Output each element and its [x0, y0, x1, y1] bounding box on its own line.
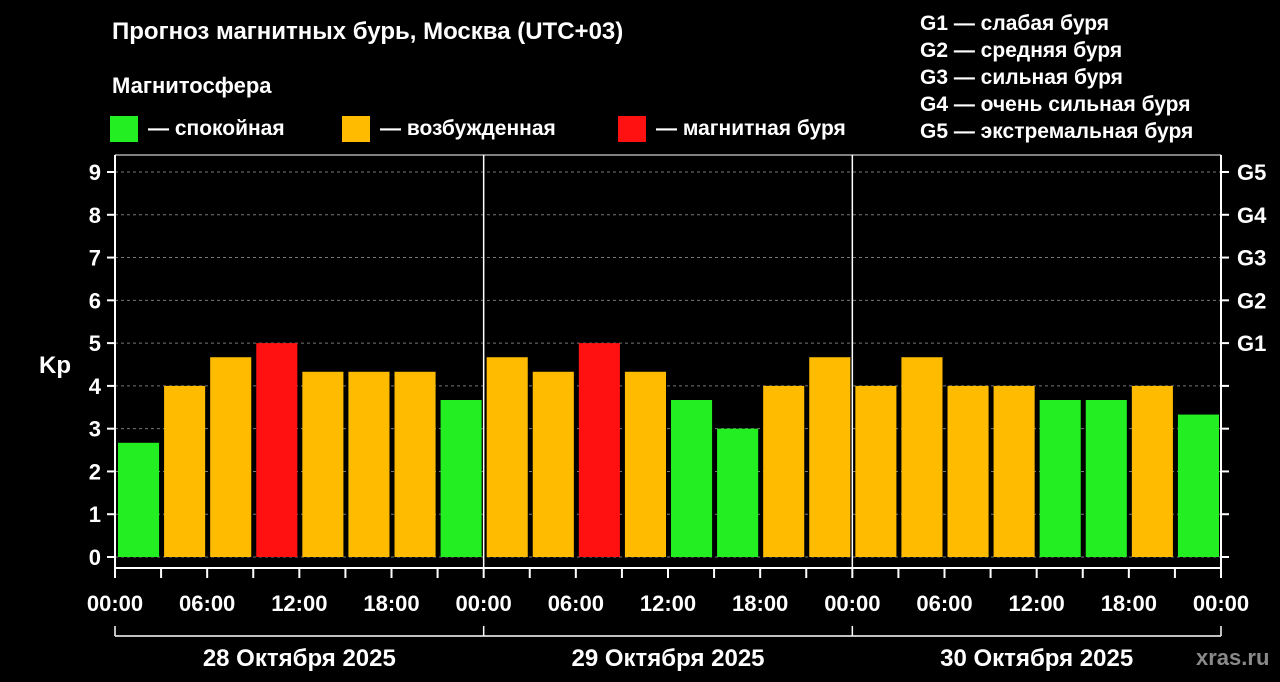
ytick-label-8: 8 [89, 203, 101, 228]
g-legend-g1: G1 — слабая буря [920, 12, 1110, 35]
gscale-label-g3: G3 [1237, 246, 1266, 271]
bar-19 [993, 385, 1035, 557]
bar-15 [809, 357, 851, 557]
xtick-label-8: 00:00 [824, 591, 880, 616]
legend-label-storm: — магнитная буря [656, 117, 846, 140]
xtick-label-7: 18:00 [732, 591, 788, 616]
bar-18 [947, 385, 989, 557]
bar-9 [532, 371, 574, 557]
day-label-0: 28 Октября 2025 [203, 645, 396, 672]
legend-item-quiet: — спокойная [110, 116, 285, 142]
xtick-label-3: 18:00 [363, 591, 419, 616]
xtick-label-4: 00:00 [456, 591, 512, 616]
xtick-label-1: 06:00 [179, 591, 235, 616]
bar-13 [717, 428, 759, 557]
bar-layer [118, 343, 1219, 557]
bar-2 [210, 357, 252, 557]
bar-7 [440, 400, 482, 557]
xtick-label-9: 06:00 [916, 591, 972, 616]
g-legend-g2: G2 — средняя буря [920, 39, 1123, 62]
chart-title: Прогноз магнитных бурь, Москва (UTC+03) [112, 18, 624, 45]
bar-21 [1085, 400, 1127, 557]
xtick-label-6: 12:00 [640, 591, 696, 616]
y-axis-label: Kp [39, 352, 71, 379]
bar-22 [1131, 385, 1173, 557]
bar-20 [1039, 400, 1081, 557]
bar-3 [256, 343, 298, 557]
bar-4 [302, 371, 344, 557]
legend-title: Магнитосфера [112, 73, 272, 98]
legend-label-active: — возбужденная [380, 117, 556, 140]
legend-swatch-active [342, 116, 370, 142]
legend-item-active: — возбужденная [342, 116, 556, 142]
bar-12 [671, 400, 713, 557]
gscale-label-g4: G4 [1237, 203, 1267, 228]
bar-6 [394, 371, 436, 557]
axis-layer: 0 1 2 3 4 5 6 7 8 9 G1 G2 G3 G4 G5 Kp 00:00 06:00 12:00 18:… [39, 154, 1267, 672]
bar-23 [1177, 414, 1219, 557]
xtick-label-5: 06:00 [548, 591, 604, 616]
ytick-label-9: 9 [89, 160, 101, 185]
ytick-label-3: 3 [89, 417, 101, 442]
g-legend-g3: G3 — сильная буря [920, 66, 1123, 89]
xtick-label-12: 00:00 [1193, 591, 1249, 616]
ytick-label-0: 0 [89, 545, 101, 570]
legend-label-quiet: — спокойная [148, 117, 285, 140]
xtick-label-2: 12:00 [271, 591, 327, 616]
legend-item-storm: — магнитная буря [618, 116, 846, 142]
bar-1 [164, 385, 206, 557]
bar-11 [624, 371, 666, 557]
watermark: xras.ru [1196, 645, 1270, 670]
g-legend-g5: G5 — экстремальная буря [920, 120, 1194, 143]
ytick-label-5: 5 [89, 331, 101, 356]
xtick-label-10: 12:00 [1009, 591, 1065, 616]
gscale-label-g1: G1 [1237, 331, 1266, 356]
gscale-label-g5: G5 [1237, 160, 1266, 185]
legend-swatch-storm [618, 116, 646, 142]
ytick-label-6: 6 [89, 288, 101, 313]
bar-0 [118, 442, 160, 557]
bar-5 [348, 371, 390, 557]
xtick-label-11: 18:00 [1101, 591, 1157, 616]
day-label-2: 30 Октября 2025 [940, 645, 1133, 672]
grid-layer [115, 171, 1221, 558]
g-legend-g4: G4 — очень сильная буря [920, 93, 1191, 116]
ytick-label-7: 7 [89, 246, 101, 271]
xtick-label-0: 00:00 [87, 591, 143, 616]
day-label-1: 29 Октября 2025 [571, 645, 764, 672]
bar-16 [855, 385, 897, 557]
bar-10 [578, 343, 620, 557]
gscale-label-g2: G2 [1237, 288, 1266, 313]
ytick-label-2: 2 [89, 459, 101, 484]
bar-17 [901, 357, 943, 557]
bar-14 [763, 385, 805, 557]
ytick-label-4: 4 [89, 374, 102, 399]
bar-8 [486, 357, 528, 557]
ytick-label-1: 1 [89, 502, 101, 527]
legend-swatch-quiet [110, 116, 138, 142]
